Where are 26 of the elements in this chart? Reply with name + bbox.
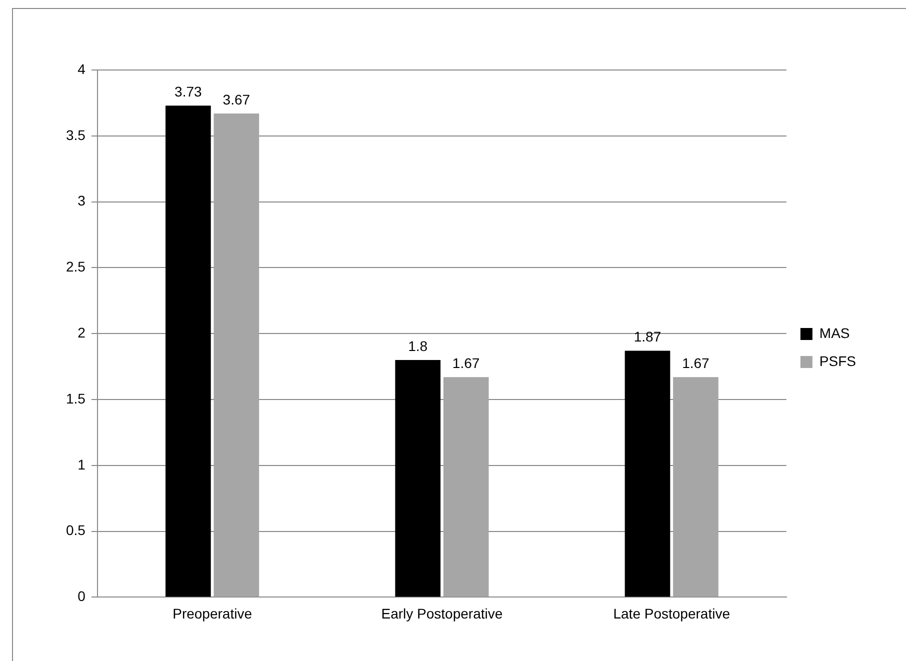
legend-label: PSFS — [819, 352, 856, 369]
y-tick-label: 3 — [78, 192, 86, 209]
data-label: 3.73 — [174, 83, 202, 100]
bar — [395, 360, 440, 597]
bar — [166, 106, 211, 597]
y-tick-label: 2 — [78, 324, 86, 340]
bar — [214, 113, 260, 597]
y-tick-label: 4 — [78, 60, 86, 77]
y-tick-label: 1 — [78, 456, 86, 472]
y-tick-label: 0.5 — [66, 522, 86, 538]
y-tick-label: 0 — [78, 588, 86, 604]
legend-label: MAS — [819, 324, 850, 341]
data-label: 1.8 — [408, 338, 428, 354]
bar — [443, 377, 489, 597]
y-tick-label: 2.5 — [66, 258, 86, 275]
data-label: 3.67 — [222, 91, 250, 108]
x-tick-label: Early Postoperative — [381, 605, 503, 622]
data-label: 1.67 — [682, 354, 710, 371]
x-tick-label: Preoperative — [172, 605, 252, 622]
data-label: 1.87 — [634, 328, 662, 345]
data-label: 1.67 — [452, 354, 480, 371]
bar — [673, 377, 718, 597]
bar — [624, 350, 670, 597]
x-tick-label: Late Postoperative — [613, 605, 730, 622]
y-tick-label: 1.5 — [66, 390, 86, 406]
y-tick-label: 3.5 — [66, 126, 86, 143]
